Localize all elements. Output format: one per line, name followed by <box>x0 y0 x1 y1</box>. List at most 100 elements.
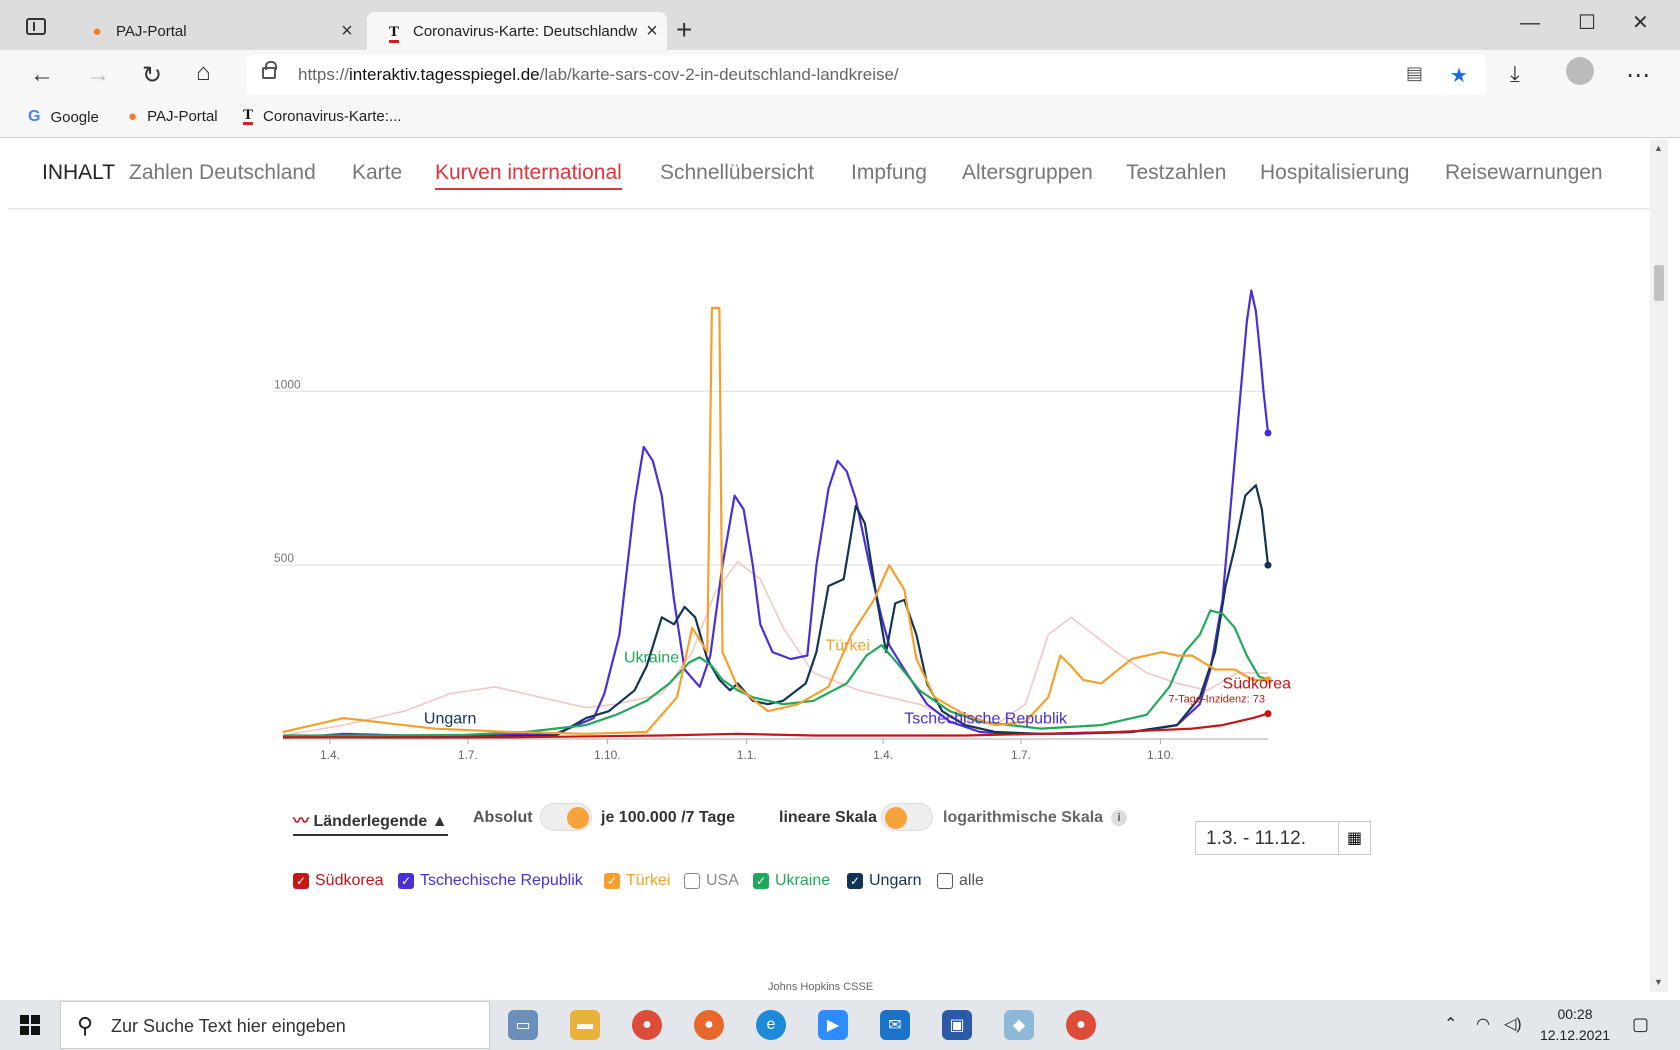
checkbox-tschechische-republik[interactable]: ✓ Tschechische Republik <box>398 872 583 890</box>
tab-actions-icon[interactable] <box>26 18 46 35</box>
location-pin-icon: ● <box>128 108 138 125</box>
checkbox-alle[interactable]: alle <box>937 872 984 890</box>
nav-item-karte[interactable]: Karte <box>352 161 403 184</box>
url-text[interactable]: https://interaktiv.tagesspiegel.de/lab/k… <box>298 65 899 84</box>
chrome-icon[interactable]: ● <box>1066 1010 1096 1040</box>
checkbox-box[interactable]: ✓ <box>604 873 620 889</box>
nav-item-testzahlen[interactable]: Testzahlen <box>1126 161 1227 184</box>
series-line-usa[interactable] <box>282 560 1268 737</box>
refresh-icon[interactable]: ↻ <box>142 62 163 89</box>
checkbox-box[interactable]: ✓ <box>398 873 414 889</box>
address-bar[interactable]: https://interaktiv.tagesspiegel.de/lab/k… <box>246 55 1486 95</box>
absolute-per100k-toggle[interactable] <box>540 803 592 831</box>
clock-date: 12.12.2021 <box>1539 1027 1611 1043</box>
series-end-point <box>1264 676 1272 684</box>
chrome-icon[interactable]: ● <box>632 1010 662 1040</box>
x-tick-label: 1.10. <box>594 748 621 762</box>
search-icon: ⚲ <box>77 1013 94 1038</box>
checkbox-box[interactable]: ✓ <box>753 873 769 889</box>
favorite-star-icon[interactable]: ★ <box>1450 65 1468 87</box>
system-clock[interactable]: 00:28 12.12.2021 <box>1530 1004 1620 1046</box>
notepad-app-icon[interactable]: ◆ <box>1004 1010 1034 1040</box>
calendar-icon[interactable]: ▦ <box>1338 822 1370 854</box>
series-line-ukraine[interactable] <box>283 609 1269 737</box>
x-tick-label: 1.4. <box>873 748 893 762</box>
taskbar-search-box[interactable]: ⚲ Zur Suche Text hier eingeben <box>60 1001 490 1049</box>
minimize-icon[interactable]: — <box>1520 12 1540 34</box>
series-line-tschechische-republik[interactable] <box>282 289 1270 739</box>
file-explorer-icon[interactable]: ▬ <box>570 1010 600 1040</box>
series-line-südkorea[interactable] <box>283 712 1269 739</box>
more-menu-icon[interactable]: ⋯ <box>1626 62 1650 89</box>
zoom-icon[interactable]: ▶ <box>818 1010 848 1040</box>
checkbox-box[interactable]: ✓ <box>847 873 863 889</box>
nav-item-altersgruppen[interactable]: Altersgruppen <box>962 161 1093 184</box>
nav-item-kurven-international[interactable]: Kurven international <box>435 161 622 190</box>
windows-start-icon[interactable] <box>20 1015 40 1035</box>
checkbox-tuerkei[interactable]: ✓ Türkei <box>604 872 670 890</box>
mail-icon[interactable]: ✉ <box>880 1010 910 1040</box>
firefox-icon[interactable]: ● <box>694 1010 724 1040</box>
laptop-app-icon[interactable]: ▭ <box>508 1010 538 1040</box>
scale-toggle[interactable] <box>881 803 933 831</box>
checkbox-box[interactable] <box>937 873 953 889</box>
x-tick-label: 1.7. <box>1011 748 1031 762</box>
info-icon[interactable]: i <box>1111 809 1128 826</box>
tray-chevron-icon[interactable]: ⌃ <box>1444 1016 1458 1033</box>
bookmark-google[interactable]: G Google <box>28 108 99 126</box>
checkbox-usa[interactable]: USA <box>684 872 739 890</box>
tab-paj-portal[interactable]: ● PAJ-Portal × <box>70 12 362 50</box>
close-icon[interactable]: × <box>341 19 353 42</box>
page-content: INHALT Zahlen Deutschland Karte Kurven i… <box>8 139 1650 992</box>
series-end-point <box>1264 561 1272 569</box>
volume-icon[interactable]: ◁) <box>1504 1016 1522 1033</box>
tab-strip: ● PAJ-Portal × T Coronavirus-Karte: Deut… <box>0 0 1680 50</box>
checkbox-ukraine[interactable]: ✓ Ukraine <box>753 872 830 890</box>
page-scrollbar[interactable]: ▲ ▼ <box>1650 139 1668 992</box>
checkbox-ungarn[interactable]: ✓ Ungarn <box>847 872 921 890</box>
scroll-down-icon[interactable]: ▼ <box>1654 977 1663 987</box>
absolut-label: Absolut <box>473 809 533 826</box>
browser-window: ● PAJ-Portal × T Coronavirus-Karte: Deut… <box>0 0 1680 1000</box>
profile-avatar-icon[interactable] <box>1566 57 1594 85</box>
series-label: Ukraine <box>624 650 679 667</box>
date-range-picker[interactable]: 1.3. - 11.12. ▦ <box>1195 821 1371 855</box>
edge-icon[interactable]: e <box>756 1010 786 1040</box>
wifi-icon[interactable]: ◠ <box>1476 1016 1490 1033</box>
series-line-ungarn[interactable] <box>282 484 1270 739</box>
maximize-icon[interactable]: ☐ <box>1578 12 1596 34</box>
tab-label: PAJ-Portal <box>116 22 187 40</box>
series-label: Türkei <box>826 637 870 654</box>
country-legend-toggle[interactable]: 〰 Länderlegende ▲ <box>293 807 448 836</box>
downloads-icon[interactable]: ⤓ <box>1510 61 1520 86</box>
site-navigation: INHALT Zahlen Deutschland Karte Kurven i… <box>8 139 1650 209</box>
checkbox-suedkorea[interactable]: ✓ Südkorea <box>293 872 384 890</box>
x-tick-label: 1.4. <box>320 748 340 762</box>
bookmark-paj-portal[interactable]: ● PAJ-Portal <box>128 108 218 125</box>
new-tab-icon[interactable]: + <box>676 14 693 45</box>
nav-item-hospitalisierung[interactable]: Hospitalisierung <box>1260 161 1410 184</box>
scroll-up-icon[interactable]: ▲ <box>1654 143 1663 153</box>
home-icon[interactable]: ⌂ <box>196 59 211 86</box>
log-scale-label: logarithmische Skala i <box>943 809 1128 827</box>
series-line-türkei[interactable] <box>282 306 1268 735</box>
checkbox-box[interactable] <box>684 873 700 889</box>
movie-app-icon[interactable]: ▣ <box>942 1010 972 1040</box>
search-placeholder: Zur Suche Text hier eingeben <box>111 1016 346 1036</box>
nav-item-schnelluebersicht[interactable]: Schnellübersicht <box>660 161 815 184</box>
window-close-icon[interactable]: ✕ <box>1632 12 1649 34</box>
notifications-icon[interactable]: ▢ <box>1632 1014 1650 1034</box>
reader-mode-icon[interactable]: ▤ <box>1406 63 1424 83</box>
tab-coronavirus-karte[interactable]: T Coronavirus-Karte: Deutschlandw × <box>367 12 667 50</box>
back-icon[interactable]: ← <box>30 61 54 88</box>
bookmark-coronavirus-karte[interactable]: T Coronavirus-Karte:... <box>243 107 402 125</box>
close-icon[interactable]: × <box>646 19 658 42</box>
forward-icon[interactable]: → <box>86 61 110 88</box>
checkbox-box[interactable]: ✓ <box>293 873 309 889</box>
lock-icon[interactable] <box>262 61 277 79</box>
scrollbar-thumb[interactable] <box>1654 265 1664 301</box>
tab-label: Coronavirus-Karte: Deutschlandw <box>413 22 637 40</box>
nav-item-zahlen-deutschland[interactable]: Zahlen Deutschland <box>129 161 316 184</box>
nav-item-reisewarnungen[interactable]: Reisewarnungen <box>1445 161 1603 184</box>
nav-item-impfung[interactable]: Impfung <box>851 161 927 184</box>
